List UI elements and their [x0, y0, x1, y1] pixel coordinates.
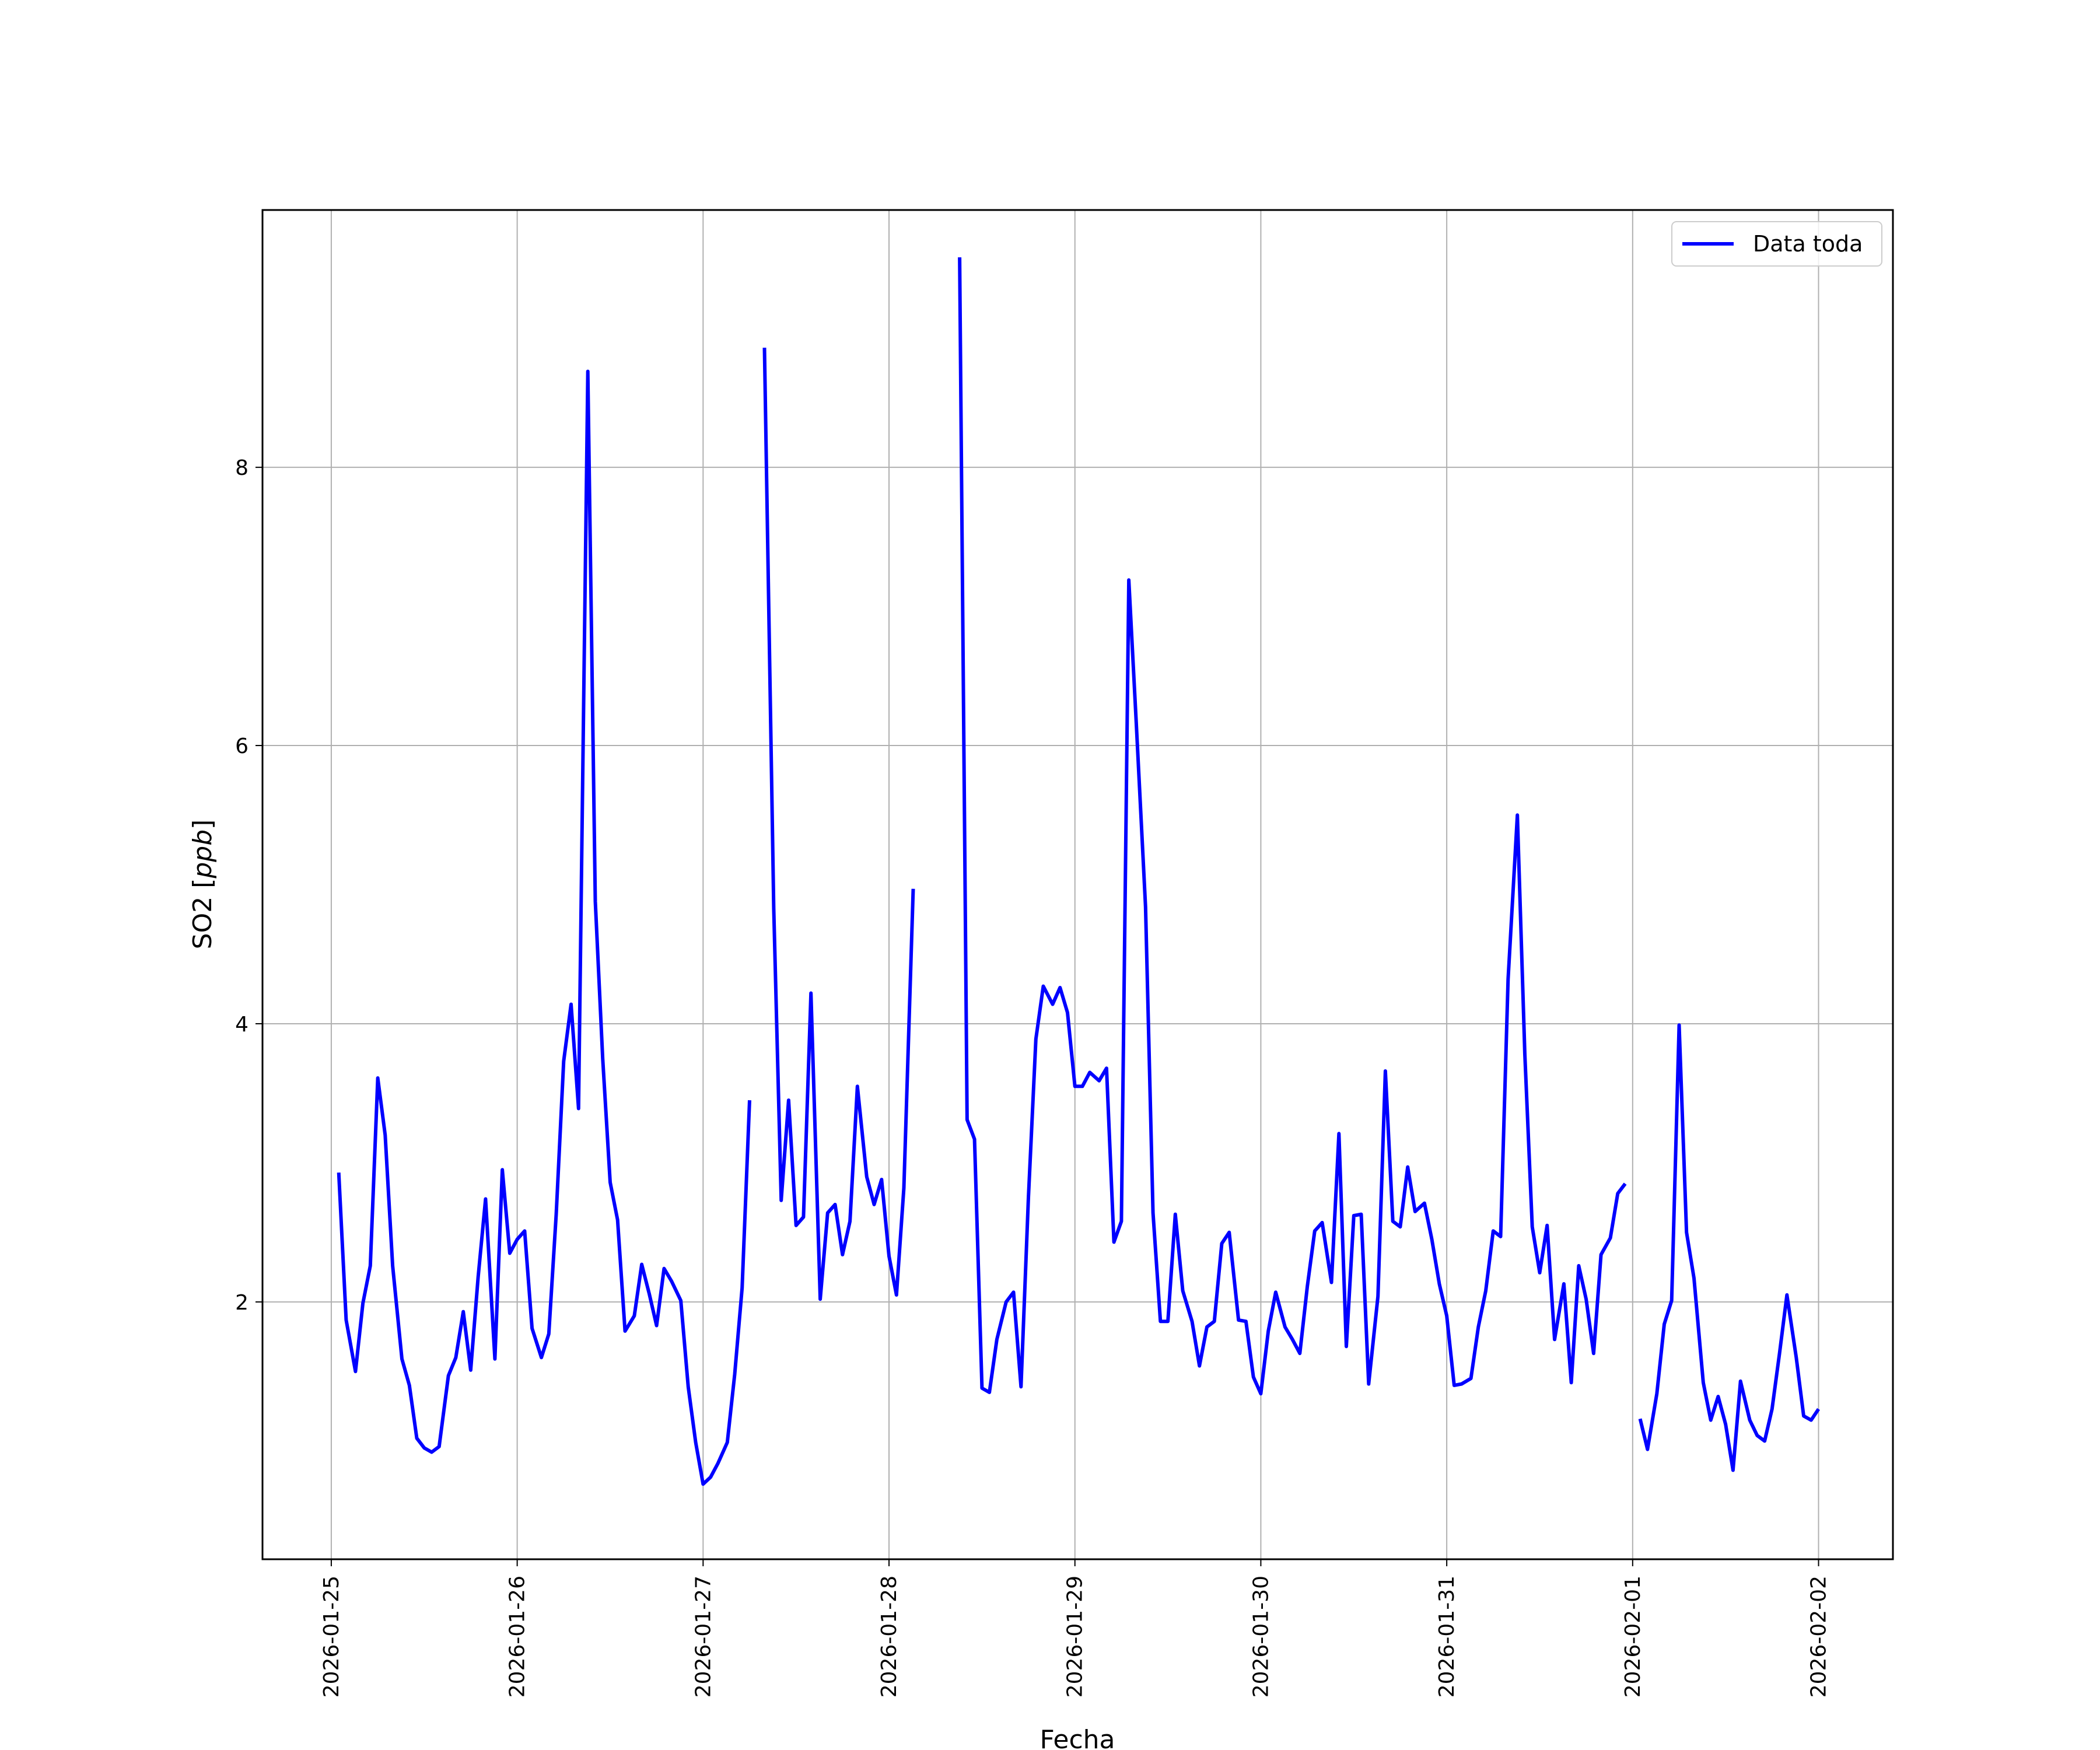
legend: Data toda — [1671, 221, 1882, 267]
series-line-data-toda — [1638, 1023, 1820, 1472]
x-axis-label: Fecha — [1040, 1725, 1115, 1750]
series-layer — [337, 257, 1820, 1486]
x-tick-label: 2026-01-31 — [1435, 1576, 1459, 1698]
x-tick-label: 2026-02-01 — [1621, 1576, 1645, 1698]
y-tick-label: 4 — [235, 1013, 249, 1037]
x-tick-label: 2026-01-30 — [1249, 1576, 1273, 1698]
series-line-data-toda — [958, 257, 1627, 1396]
x-tick-label: 2026-01-29 — [1063, 1576, 1087, 1698]
y-tick-label: 2 — [235, 1291, 249, 1315]
x-tick-label: 2026-02-02 — [1807, 1576, 1831, 1698]
x-tick-label: 2026-01-25 — [320, 1576, 344, 1698]
legend-box — [1671, 221, 1882, 267]
plot-frame — [261, 209, 1894, 1560]
y-tick-label: 6 — [235, 734, 249, 758]
y-axis-label: SO2 [ppb] — [188, 820, 218, 950]
gridlines — [262, 210, 1893, 1559]
y-tick-label: 8 — [235, 456, 249, 480]
x-tick-label: 2026-01-27 — [691, 1576, 715, 1698]
legend-label-data-toda: Data toda — [1753, 231, 1863, 257]
x-tick-label: 2026-01-26 — [506, 1576, 530, 1698]
x-tick-label: 2026-01-28 — [877, 1576, 901, 1698]
axis-ticks: 2026-01-25 2026-01-26 2026-01-27 2026-01-28… — [235, 456, 1831, 1698]
series-line-data-toda — [337, 369, 751, 1486]
series-line-data-toda — [762, 348, 915, 1301]
